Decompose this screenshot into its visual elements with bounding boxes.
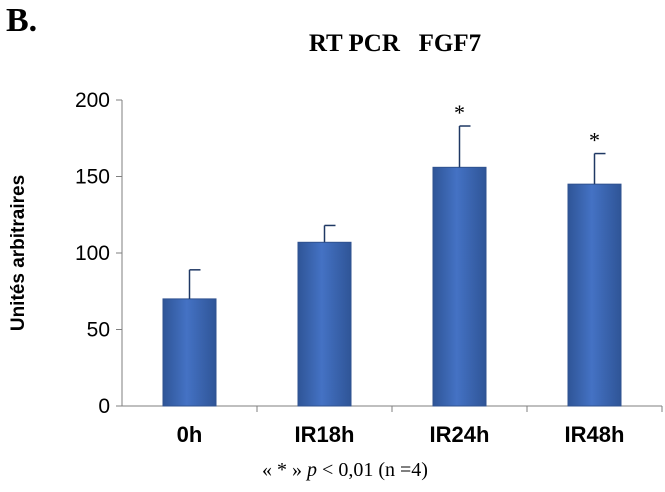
bar-IR18h xyxy=(297,241,352,407)
footnote-p-symbol: p xyxy=(307,459,318,481)
y-tick-label: 200 xyxy=(75,89,110,112)
x-tick-label-0h: 0h xyxy=(177,422,203,447)
x-tick-label-IR48h: IR48h xyxy=(565,422,625,447)
x-tick-label-IR24h: IR24h xyxy=(430,422,490,447)
bar-IR24h xyxy=(432,166,487,407)
y-tick-label: 0 xyxy=(98,395,110,418)
chart-title: RT PCR FGF7 xyxy=(308,30,482,57)
significance-footnote: « * » p < 0,01 (n =4) xyxy=(175,459,515,482)
x-tick-label-IR18h: IR18h xyxy=(295,422,355,447)
y-tick-label: 100 xyxy=(75,242,110,265)
y-axis-label: Unités arbitraires xyxy=(8,175,29,331)
panel-label: B. xyxy=(6,2,38,39)
footnote-prefix: « * » xyxy=(262,459,303,481)
bar-IR48h xyxy=(567,183,622,407)
y-tick-label: 150 xyxy=(75,166,110,189)
significance-star-IR48h: * xyxy=(589,128,600,153)
footnote-text: < 0,01 (n =4) xyxy=(322,459,428,481)
significance-star-IR24h: * xyxy=(454,100,465,125)
y-tick-label: 50 xyxy=(87,319,110,342)
bar-0h xyxy=(162,298,217,407)
